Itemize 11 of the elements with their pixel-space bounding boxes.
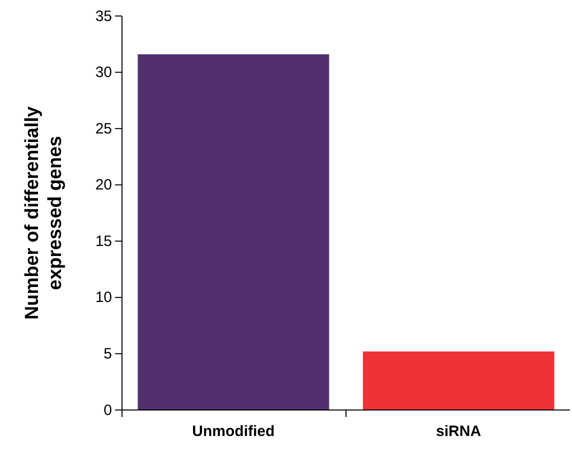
y-tick-label: 25: [95, 120, 112, 138]
y-tick-label: 35: [95, 8, 112, 25]
y-tick-label: 30: [95, 64, 112, 82]
x-tick-label: siRNA: [436, 423, 482, 440]
x-tick-label: Unmodified: [192, 423, 275, 440]
y-tick-label: 20: [95, 176, 112, 194]
y-tick-label: 10: [95, 289, 112, 306]
y-tick-label: 0: [104, 402, 112, 419]
y-tick-label: 15: [95, 232, 112, 250]
y-tick-label: 5: [104, 346, 112, 363]
y-axis-title: Number of differentially expressed genes: [22, 106, 66, 320]
